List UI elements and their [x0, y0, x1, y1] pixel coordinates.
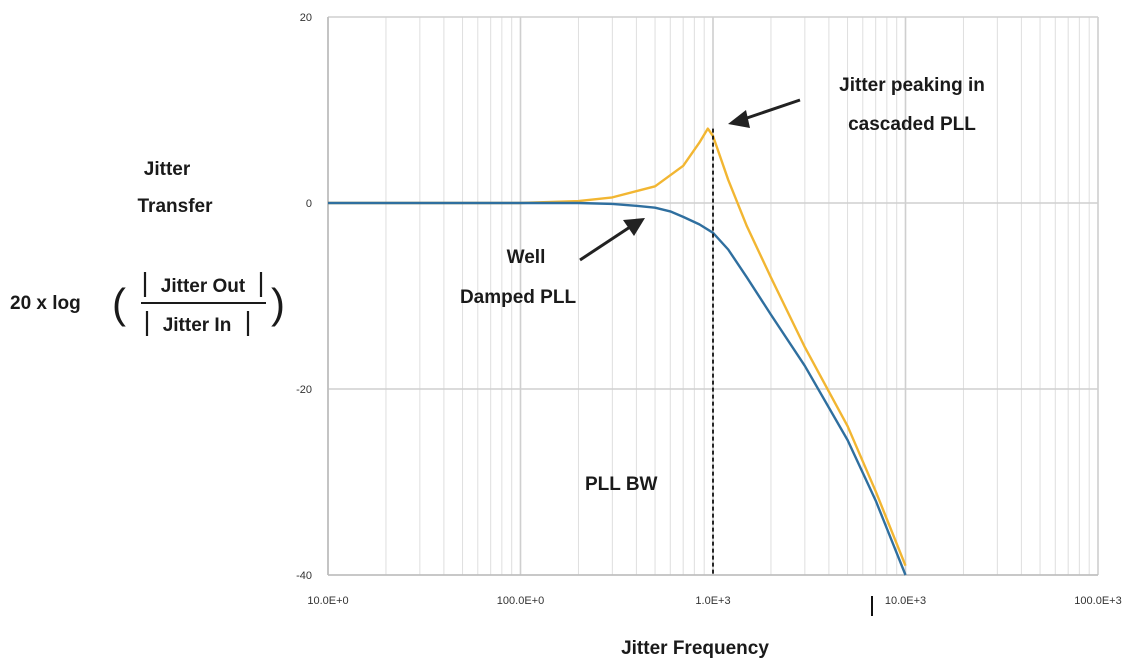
y-tick-label: 20: [300, 12, 312, 24]
y-tick-label: -40: [296, 570, 312, 582]
denominator-abs-bars: [145, 311, 250, 336]
annotation-damped-line-2: Damped PLL: [460, 287, 577, 308]
x-tick-labels: 10.0E+0 100.0E+0 1.0E+3 10.0E+3 100.0E+3: [307, 595, 1121, 607]
annotation-pll-bw: PLL BW: [585, 474, 658, 495]
x-tick-label: 10.0E+3: [885, 595, 926, 607]
ylabel-formula-numerator: Jitter Out: [161, 276, 246, 297]
annotation-damped-line-1: Well: [507, 247, 546, 268]
series-line-1: [328, 201, 907, 576]
x-tick-label: 100.0E+3: [1074, 595, 1121, 607]
series-layer: [328, 127, 907, 576]
annotation-peaking-line-1: Jitter peaking in: [839, 75, 985, 96]
x-tick-label: 100.0E+0: [497, 595, 544, 607]
ylabel-formula-prefix: 20 x log: [10, 293, 81, 314]
formula-right-paren: ): [271, 280, 285, 327]
x-tick-label: 10.0E+0: [307, 595, 348, 607]
ylabel-line-2: Transfer: [138, 196, 214, 217]
series-line-0: [328, 127, 907, 567]
xlabel: Jitter Frequency: [621, 638, 769, 659]
x-tick-label: 1.0E+3: [695, 595, 730, 607]
ylabel-formula-denominator: Jitter In: [163, 315, 232, 336]
arrow-to-peak: [728, 98, 801, 128]
y-tick-label: -20: [296, 384, 312, 396]
y-tick-labels: 20 0 -20 -40: [296, 12, 312, 582]
ylabel-line-1: Jitter: [144, 159, 191, 180]
numerator-abs-bars: [143, 272, 263, 297]
formula-left-paren: (: [112, 280, 126, 327]
arrow-to-damped-curve: [579, 218, 645, 262]
axis-frame: [327, 17, 1098, 576]
minor-gridlines: [385, 17, 1090, 575]
annotation-peaking-line-2: cascaded PLL: [848, 114, 976, 135]
y-tick-label: 0: [306, 198, 312, 210]
